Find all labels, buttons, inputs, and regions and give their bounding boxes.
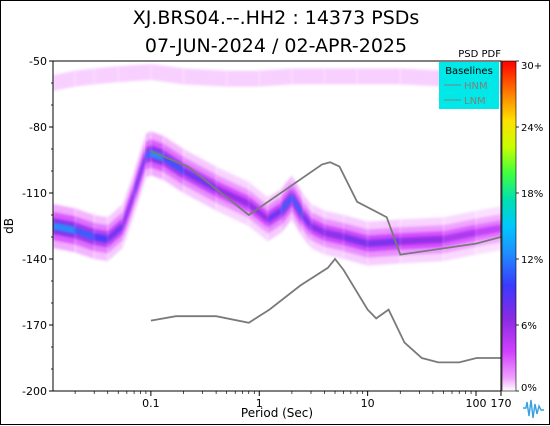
density-band-0-3-4 bbox=[122, 189, 135, 230]
psd-density-layer bbox=[53, 64, 501, 266]
density-band-1-0-11 bbox=[400, 68, 444, 87]
x-tick-label: 1 bbox=[256, 397, 263, 410]
x-axis: 0.1 1 10 100 170 bbox=[74, 391, 512, 410]
x-tick-label: 100 bbox=[466, 397, 487, 410]
y-tick-label: -50 bbox=[29, 55, 47, 68]
density-band-0-3-13 bbox=[281, 193, 292, 215]
colorbar-title: PSD PDF bbox=[458, 49, 501, 60]
density-band-1-0-9 bbox=[324, 68, 358, 85]
y-tick-label: -170 bbox=[22, 319, 47, 332]
density-band-0-3-16 bbox=[310, 222, 325, 237]
density-band-1-0-3 bbox=[118, 64, 151, 83]
baselines-legend: Baselines HNM LNM bbox=[439, 62, 499, 109]
x-tick-label: 0.1 bbox=[142, 397, 160, 410]
density-band-1-0-7 bbox=[259, 68, 292, 87]
waveform-logo-icon bbox=[523, 399, 544, 419]
colorbar-ticks: 0% 6% 12% 18% 24% 30+ bbox=[516, 60, 543, 394]
baseline-hnm-line bbox=[150, 150, 501, 256]
density-band-0-3-15 bbox=[302, 211, 311, 230]
density-band-0-3-22 bbox=[476, 224, 501, 237]
density-band-1-0-8 bbox=[291, 68, 325, 85]
y-tick-label: -80 bbox=[29, 121, 47, 134]
x-tick-label: 170 bbox=[491, 397, 512, 410]
density-band-0-3-21 bbox=[443, 229, 477, 243]
density-band-0-3-10 bbox=[216, 185, 249, 208]
density-band-1-0-6 bbox=[226, 70, 260, 87]
y-axis-label: dB bbox=[2, 218, 16, 234]
density-band-0-3-11 bbox=[248, 200, 268, 223]
y-tick-label: -110 bbox=[22, 187, 47, 200]
density-band-0-3-5 bbox=[134, 152, 146, 197]
y-tick-label: -140 bbox=[22, 253, 47, 266]
density-band-0-3-0 bbox=[53, 222, 76, 234]
density-band-1-0-2 bbox=[94, 66, 119, 85]
density-band-0-3-20 bbox=[400, 235, 444, 245]
legend-title: Baselines bbox=[445, 66, 493, 77]
density-band-0-3-18 bbox=[343, 233, 368, 248]
colorbar-tick-label: 12% bbox=[521, 255, 543, 266]
density-band-1-0-0 bbox=[53, 70, 76, 91]
colorbar-tick-label: 24% bbox=[521, 123, 543, 134]
legend-hnm-label: HNM bbox=[464, 81, 488, 92]
density-band-1-0-1 bbox=[75, 68, 95, 87]
baseline-lnm-line bbox=[150, 257, 501, 364]
baseline-lines bbox=[150, 150, 501, 364]
density-band-1-0-5 bbox=[183, 68, 227, 87]
density-band-1-0-4 bbox=[150, 64, 184, 85]
colorbar-tick-label: 6% bbox=[521, 321, 537, 332]
density-band-0-3-3 bbox=[107, 222, 123, 243]
colorbar-tick-label: 30+ bbox=[521, 61, 542, 72]
plot-frame bbox=[52, 60, 502, 392]
colorbar-tick-label: 0% bbox=[521, 383, 537, 394]
colorbar bbox=[501, 60, 517, 392]
density-band-0-3-14 bbox=[291, 193, 303, 219]
density-band-0-3-9 bbox=[183, 167, 217, 193]
x-tick-label: 10 bbox=[361, 397, 375, 410]
chart-subtitle: 07-JUN-2024 / 02-APR-2025 bbox=[144, 35, 408, 57]
density-band-1-0-10 bbox=[357, 68, 401, 85]
y-tick-label: -200 bbox=[22, 385, 47, 398]
density-band-0-3-2 bbox=[94, 233, 108, 243]
density-band-0-3-17 bbox=[324, 229, 344, 241]
chart-title: XJ.BRS04.--.HH2 : 14373 PSDs bbox=[132, 7, 420, 29]
colorbar-tick-label: 18% bbox=[521, 189, 543, 200]
density-band-0-3-19 bbox=[367, 237, 401, 248]
density-band-0-3-12 bbox=[267, 207, 282, 223]
density-band-0-3-6 bbox=[145, 149, 151, 160]
density-band-0-3-1 bbox=[75, 226, 95, 241]
legend-lnm-label: LNM bbox=[464, 96, 486, 107]
y-axis: -50 -80 -110 -140 -170 -200 bbox=[22, 55, 53, 398]
x-axis-label: Period (Sec) bbox=[241, 406, 313, 420]
